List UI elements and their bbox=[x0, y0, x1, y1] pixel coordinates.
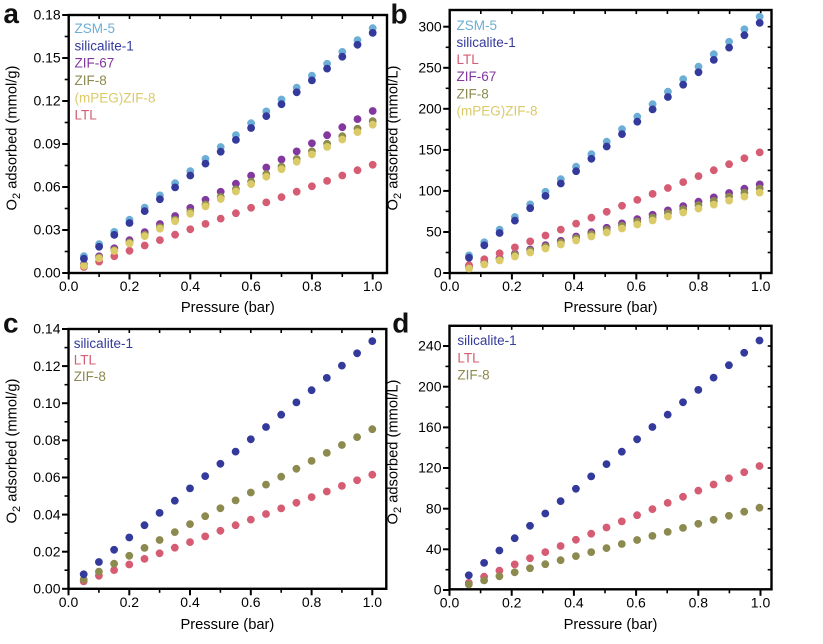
svg-text:0.8: 0.8 bbox=[689, 278, 709, 294]
svg-text:0.8: 0.8 bbox=[302, 594, 322, 610]
svg-text:LTL: LTL bbox=[457, 52, 480, 67]
svg-text:0.6: 0.6 bbox=[241, 278, 261, 294]
svg-text:240: 240 bbox=[418, 338, 442, 354]
svg-text:0.4: 0.4 bbox=[564, 595, 584, 611]
svg-text:0.6: 0.6 bbox=[241, 594, 261, 610]
svg-text:ZIF-8: ZIF-8 bbox=[74, 369, 106, 384]
svg-text:O2 adsorbed (mmol/L): O2 adsorbed (mmol/L) bbox=[386, 66, 405, 211]
svg-text:ZIF-67: ZIF-67 bbox=[75, 56, 115, 71]
svg-text:0: 0 bbox=[434, 582, 442, 598]
svg-text:0.4: 0.4 bbox=[564, 278, 584, 294]
svg-text:LTL: LTL bbox=[75, 108, 98, 123]
svg-text:0.10: 0.10 bbox=[33, 395, 60, 411]
svg-text:ZIF-67: ZIF-67 bbox=[457, 69, 497, 84]
svg-text:0.4: 0.4 bbox=[181, 278, 201, 294]
svg-text:0.0: 0.0 bbox=[440, 278, 460, 294]
svg-text:0.0: 0.0 bbox=[59, 278, 79, 294]
svg-text:50: 50 bbox=[426, 224, 442, 240]
svg-text:80: 80 bbox=[426, 500, 442, 516]
svg-text:LTL: LTL bbox=[74, 353, 97, 368]
svg-text:0.00: 0.00 bbox=[33, 265, 60, 281]
svg-text:0.02: 0.02 bbox=[33, 543, 60, 559]
svg-text:ZIF-8: ZIF-8 bbox=[75, 73, 107, 88]
svg-text:0.06: 0.06 bbox=[33, 469, 60, 485]
svg-text:LTL: LTL bbox=[457, 350, 480, 365]
svg-text:0.6: 0.6 bbox=[626, 595, 646, 611]
svg-text:0.12: 0.12 bbox=[33, 358, 60, 374]
svg-text:ZIF-8: ZIF-8 bbox=[457, 368, 489, 383]
svg-text:0.15: 0.15 bbox=[33, 50, 60, 66]
svg-text:1.0: 1.0 bbox=[751, 278, 771, 294]
svg-text:1.0: 1.0 bbox=[363, 278, 383, 294]
svg-text:0.03: 0.03 bbox=[33, 222, 60, 238]
svg-text:0.18: 0.18 bbox=[33, 7, 60, 23]
svg-text:0.4: 0.4 bbox=[180, 594, 200, 610]
svg-text:Pressure (bar): Pressure (bar) bbox=[564, 617, 658, 633]
svg-text:0.06: 0.06 bbox=[33, 179, 60, 195]
svg-text:b: b bbox=[390, 0, 407, 29]
svg-text:0.14: 0.14 bbox=[33, 321, 60, 337]
svg-text:0.09: 0.09 bbox=[33, 136, 60, 152]
svg-text:ZSM-5: ZSM-5 bbox=[75, 21, 116, 36]
svg-text:ZIF-8: ZIF-8 bbox=[457, 86, 489, 101]
svg-text:40: 40 bbox=[426, 541, 442, 557]
svg-text:(mPEG)ZIF-8: (mPEG)ZIF-8 bbox=[75, 90, 156, 105]
svg-text:250: 250 bbox=[418, 60, 442, 76]
svg-text:300: 300 bbox=[418, 18, 442, 34]
svg-text:c: c bbox=[3, 308, 19, 339]
svg-text:silicalite-1: silicalite-1 bbox=[74, 336, 133, 351]
svg-text:0.2: 0.2 bbox=[502, 595, 522, 611]
svg-text:0.04: 0.04 bbox=[33, 506, 60, 522]
svg-text:1.0: 1.0 bbox=[363, 594, 383, 610]
svg-text:0.8: 0.8 bbox=[302, 278, 322, 294]
svg-text:O2 adsorbed (mmol/g): O2 adsorbed (mmol/g) bbox=[5, 379, 24, 524]
svg-text:0.00: 0.00 bbox=[33, 581, 60, 597]
svg-text:Pressure (bar): Pressure (bar) bbox=[180, 617, 274, 633]
svg-text:d: d bbox=[392, 308, 409, 339]
svg-text:200: 200 bbox=[418, 378, 442, 394]
svg-text:O2 adsorbed (mmol/g): O2 adsorbed (mmol/g) bbox=[5, 66, 24, 211]
svg-text:200: 200 bbox=[418, 101, 442, 117]
svg-text:O2 adsorbed (mmol/L): O2 adsorbed (mmol/L) bbox=[386, 380, 405, 525]
svg-text:silicalite-1: silicalite-1 bbox=[75, 38, 134, 53]
svg-text:160: 160 bbox=[418, 419, 442, 435]
svg-text:0.12: 0.12 bbox=[33, 93, 60, 109]
svg-text:0.0: 0.0 bbox=[440, 595, 460, 611]
svg-text:(mPEG)ZIF-8: (mPEG)ZIF-8 bbox=[457, 103, 538, 118]
svg-text:100: 100 bbox=[418, 183, 442, 199]
svg-text:0.6: 0.6 bbox=[627, 278, 647, 294]
svg-text:0.8: 0.8 bbox=[689, 595, 709, 611]
svg-text:0.0: 0.0 bbox=[59, 594, 79, 610]
svg-text:ZSM-5: ZSM-5 bbox=[457, 18, 498, 33]
svg-text:0.08: 0.08 bbox=[33, 432, 60, 448]
svg-text:0.2: 0.2 bbox=[120, 278, 140, 294]
svg-text:120: 120 bbox=[418, 460, 442, 476]
svg-text:Pressure (bar): Pressure (bar) bbox=[564, 300, 658, 316]
svg-text:Pressure (bar): Pressure (bar) bbox=[181, 300, 275, 316]
svg-text:0.2: 0.2 bbox=[120, 594, 140, 610]
svg-text:0: 0 bbox=[434, 265, 442, 281]
svg-text:150: 150 bbox=[418, 142, 442, 158]
svg-text:1.0: 1.0 bbox=[751, 595, 771, 611]
svg-text:0.2: 0.2 bbox=[502, 278, 522, 294]
svg-text:a: a bbox=[3, 0, 19, 29]
svg-text:silicalite-1: silicalite-1 bbox=[457, 35, 516, 50]
svg-text:silicalite-1: silicalite-1 bbox=[457, 333, 516, 348]
